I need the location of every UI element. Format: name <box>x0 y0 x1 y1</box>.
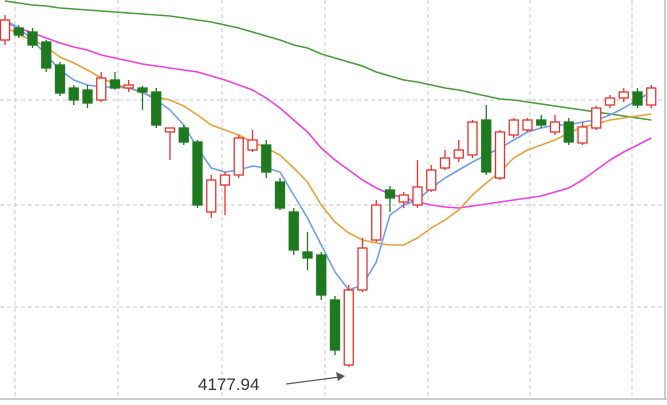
candle-body <box>178 127 189 143</box>
candle-body <box>109 79 121 89</box>
candle-body <box>192 141 203 206</box>
arrow-head <box>336 372 345 381</box>
candle-body <box>357 247 368 291</box>
candle-body <box>151 91 162 126</box>
candle-body <box>206 179 217 213</box>
candle-body <box>549 121 561 133</box>
candle-body <box>219 174 231 186</box>
candle-body <box>274 181 286 209</box>
candle-body <box>137 87 148 93</box>
candle-body <box>412 186 423 206</box>
candle-body <box>563 121 574 143</box>
candle-body <box>343 289 354 366</box>
candle-body <box>233 137 244 176</box>
candle-body <box>123 84 134 89</box>
candles <box>0 15 657 368</box>
candle-body <box>371 204 382 241</box>
candle-body <box>68 87 79 101</box>
candle-body <box>426 169 437 191</box>
candle-body <box>13 27 24 36</box>
candle-body <box>384 189 396 199</box>
annotation-arrow <box>285 376 341 385</box>
candle-body <box>632 91 643 106</box>
candle-body <box>288 211 299 251</box>
candle-body <box>508 119 519 136</box>
candle-body <box>164 127 176 133</box>
candle-body <box>646 87 657 106</box>
candle-body <box>604 97 616 106</box>
candle-body <box>453 149 464 159</box>
moving-average-line <box>4 0 652 121</box>
low-annotation: 4177.94 <box>198 372 345 394</box>
candle-body <box>536 119 547 126</box>
candle-body <box>398 194 409 203</box>
candle-body <box>82 89 93 104</box>
candle-body <box>302 251 313 259</box>
candle-body <box>0 19 11 41</box>
candle-body <box>494 131 506 179</box>
candle-body <box>467 121 478 156</box>
candle-body <box>41 41 52 69</box>
candle-body <box>27 31 38 46</box>
vertical-grid <box>14 0 633 398</box>
candle-body <box>577 126 588 144</box>
moving-average-line <box>4 25 652 246</box>
candle-body <box>591 107 602 129</box>
candle-body <box>247 139 258 151</box>
candle-body <box>54 64 66 94</box>
candle-body <box>481 119 492 173</box>
candle-body <box>261 144 272 173</box>
moving-averages <box>4 0 652 291</box>
candle-body <box>96 77 107 101</box>
candle-body <box>618 91 629 99</box>
annotation-text: 4177.94 <box>198 375 259 394</box>
candle-body <box>329 299 341 351</box>
candle-body <box>522 119 533 131</box>
candle-body <box>439 157 451 169</box>
moving-average-line <box>4 21 652 209</box>
candle-body <box>316 254 327 296</box>
